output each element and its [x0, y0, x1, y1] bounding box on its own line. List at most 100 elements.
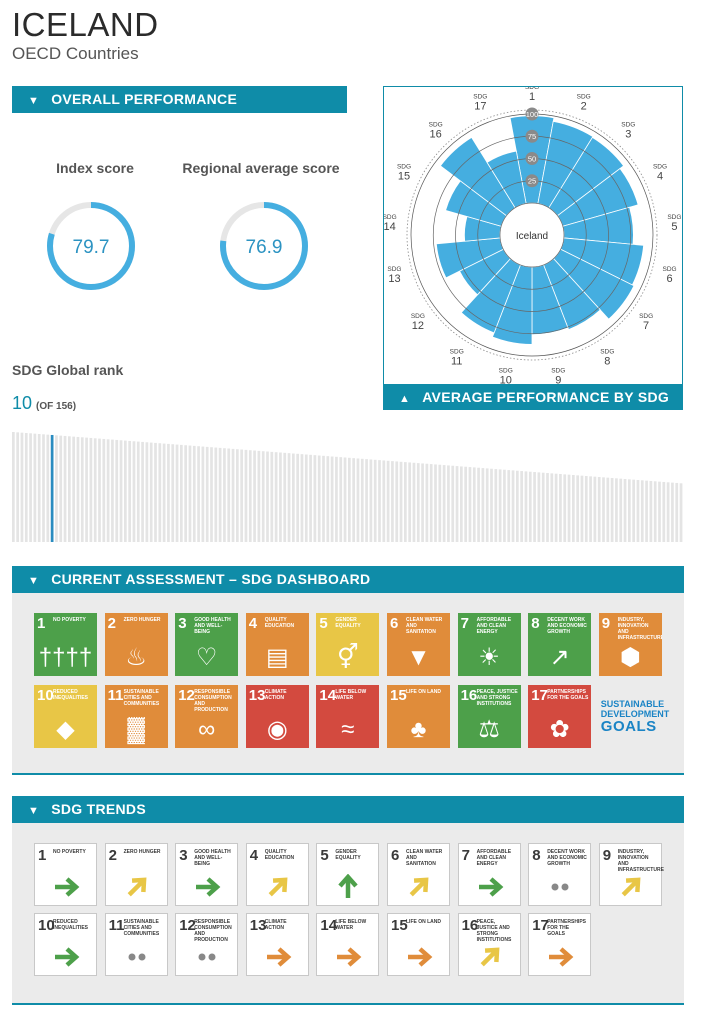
- rank-bar: [671, 482, 674, 542]
- sdg-tile-6[interactable]: 6 Clean water and sanitation ▼: [387, 613, 450, 676]
- rank-bar: [339, 457, 343, 542]
- trend-tile-15[interactable]: 15 Life on land: [387, 913, 450, 976]
- trend-tile-name: Partnerships for the goals: [547, 919, 586, 937]
- sdg-5-icon: ⚥: [337, 644, 359, 671]
- trend-tile-5[interactable]: 5 Gender equality: [316, 843, 380, 906]
- trend-diag-icon: [621, 877, 641, 897]
- sdg-tile-4[interactable]: 4 Quality education ▤: [245, 613, 309, 676]
- average-performance-header[interactable]: ▲ AVERAGE PERFORMANCE BY SDG: [383, 384, 683, 410]
- radar-center-label: Iceland: [516, 231, 548, 242]
- rank-bar: [63, 435, 67, 542]
- trend-right-icon: [196, 877, 221, 897]
- rank-bar: [597, 477, 601, 542]
- sdg-tile-number: 7: [460, 615, 469, 632]
- rank-bar: [68, 436, 71, 542]
- rank-bar: [124, 440, 127, 542]
- rank-bar: [37, 433, 41, 542]
- rank-bar: [580, 475, 584, 542]
- trend-tile-13[interactable]: 13 Climate action: [245, 913, 309, 976]
- trend-tile-8[interactable]: 8 Decent work and economic growth: [528, 843, 592, 906]
- collapse-triangle-icon: ▼: [28, 805, 40, 817]
- rank-bar: [477, 467, 480, 542]
- rank-bar: [227, 448, 231, 542]
- sdg-tile-11[interactable]: 11 Sustainable cities and communities ▓: [104, 685, 168, 748]
- sdg-tile-14[interactable]: 14 Life below water ≈: [316, 685, 380, 748]
- sdg-trends-grid: 1 No poverty 2 Zero hunger 3 Good health and …: [12, 823, 684, 1005]
- rank-bar: [266, 451, 269, 542]
- sdg-tile-name: Industry, innovation and infrastructure: [617, 617, 662, 641]
- overall-performance-title: OVERALL PERFORMANCE: [51, 91, 238, 107]
- trend-tile-10[interactable]: 10 Reduced inequalities: [34, 913, 97, 976]
- trend-tile-number: 13: [249, 917, 267, 934]
- sdg-tile-5[interactable]: 5 Gender equality ⚥: [316, 613, 380, 676]
- trend-tile-11[interactable]: 11 Sustainable cities and communities: [104, 913, 168, 976]
- trend-right-icon: [55, 947, 80, 967]
- trend-tile-2[interactable]: 2 Zero hunger: [104, 843, 168, 906]
- trend-dots-icon: [198, 953, 216, 961]
- trend-tile-16[interactable]: 16 Peace, justice and strong institutions: [457, 913, 521, 976]
- sdg-17-icon: ✿: [549, 716, 570, 743]
- rank-bar: [244, 449, 248, 542]
- trend-tile-name: Affordable and clean energy: [476, 849, 512, 867]
- dashboard-header[interactable]: ▼ CURRENT ASSESSMENT – SDG DASHBOARD: [12, 566, 684, 593]
- sdg-tile-12[interactable]: 12 Responsible consumption and production…: [175, 685, 239, 748]
- trend-tile-name: Good health and well-being: [194, 849, 231, 867]
- rank-bar: [662, 481, 666, 542]
- rank-bar: [537, 472, 541, 542]
- sdg-7-icon: ☀: [478, 644, 500, 671]
- radar-label-prefix: SDG: [384, 214, 397, 221]
- sdg-tile-16[interactable]: 16 Peace, justice and strong institutions…: [457, 685, 521, 748]
- rank-bar: [257, 450, 261, 542]
- rank-bar: [348, 457, 351, 542]
- trend-tile-3[interactable]: 3 Good health and well-being: [175, 843, 239, 906]
- sdg-tile-8[interactable]: 8 Decent work and economic growth ↗: [528, 613, 592, 676]
- trend-tile-6[interactable]: 6 Clean water and sanitation: [387, 843, 450, 906]
- rank-bar: [507, 470, 511, 542]
- trend-tile-name: Clean water and sanitation: [406, 849, 443, 867]
- sdg-tile-1[interactable]: 1 No poverty ††††: [34, 613, 97, 676]
- sdg-tile-3[interactable]: 3 Good health and well-being ♡: [175, 613, 239, 676]
- rank-bar: [106, 439, 110, 542]
- trend-tile-number: 11: [108, 917, 125, 934]
- rank-bar: [516, 470, 519, 542]
- rank-bar: [438, 464, 442, 542]
- rank-bar: [472, 467, 476, 542]
- radar-ring-bubble: [525, 107, 539, 121]
- trend-tile-9[interactable]: 9 Industry, innovation and infrastructure: [598, 843, 664, 906]
- rank-bar: [248, 450, 252, 542]
- regional-score-gauge: 76.9: [220, 202, 308, 290]
- sdg-tile-9[interactable]: 9 Industry, innovation and infrastructure…: [598, 613, 662, 676]
- sdg-tile-17[interactable]: 17 Partnerships for the goals ✿: [528, 685, 592, 748]
- rank-bar: [378, 460, 381, 542]
- rank-bar: [541, 472, 545, 542]
- sdg-15-icon: ♣: [410, 716, 427, 743]
- sdg-tile-7[interactable]: 7 Affordable and clean energy ☀: [457, 613, 521, 676]
- sdg-tile-name: Gender equality: [335, 617, 361, 629]
- sdg-tile-name: Affordable and clean energy: [476, 617, 512, 635]
- sdg-tile-10[interactable]: 10 Reduced inequalities ◆: [34, 685, 97, 748]
- trend-tile-1[interactable]: 1 No poverty: [34, 843, 97, 906]
- rank-bar: [85, 437, 88, 542]
- trends-header[interactable]: ▼ SDG TRENDS: [12, 796, 684, 823]
- rank-bar: [455, 466, 459, 542]
- overall-performance-header[interactable]: ▼ OVERALL PERFORMANCE: [12, 86, 347, 113]
- trend-tile-12[interactable]: 12 Responsible consumption and production: [175, 913, 239, 976]
- trend-tile-7[interactable]: 7 Affordable and clean energy: [457, 843, 521, 906]
- rank-bar: [494, 469, 498, 542]
- rank-bar: [42, 434, 45, 542]
- rank-bar: [490, 468, 493, 542]
- radar-label-prefix: SDG: [397, 163, 411, 170]
- trend-tile-14[interactable]: 14 Life below water: [316, 913, 380, 976]
- rank-bar: [584, 476, 588, 542]
- rank-bar: [481, 468, 485, 542]
- sdg-tile-2[interactable]: 2 Zero hunger ♨: [104, 613, 168, 676]
- sdg-tile-15[interactable]: 15 Life on land ♣: [387, 685, 450, 748]
- sdg-tile-13[interactable]: 13 Climate action ◉: [245, 685, 309, 748]
- radar-label-number: 3: [625, 128, 631, 140]
- sdg-tile-name: Life on land: [406, 689, 441, 695]
- rank-bar: [485, 468, 489, 542]
- trend-tile-4[interactable]: 4 Quality education: [245, 843, 309, 906]
- trend-tile-17[interactable]: 17 Partnerships for the goals: [528, 913, 592, 976]
- rank-bar: [253, 450, 256, 542]
